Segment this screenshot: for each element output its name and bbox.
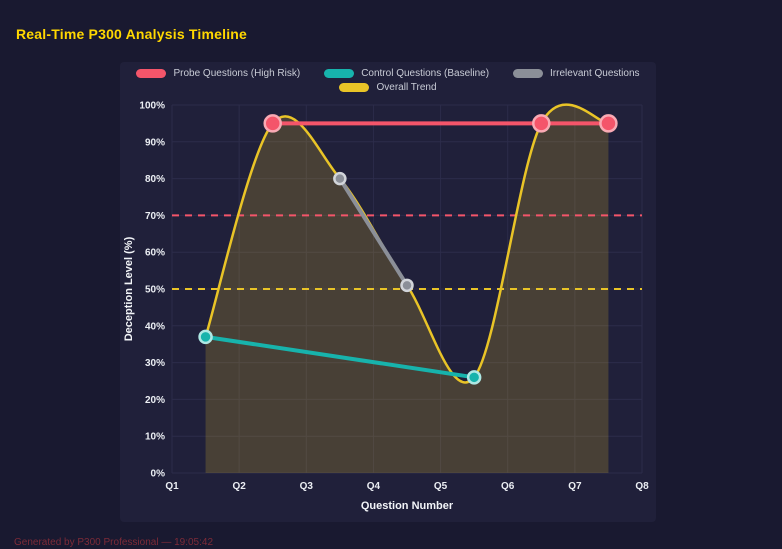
legend-row: Probe Questions (High Risk) Control Quest…	[136, 68, 640, 79]
x-tick-label: Q8	[635, 481, 649, 492]
y-tick-label: 70%	[145, 211, 165, 222]
y-tick-label: 20%	[145, 395, 165, 406]
y-tick-label: 0%	[151, 469, 166, 480]
x-tick-label: Q6	[501, 481, 515, 492]
chart-panel: Probe Questions (High Risk) Control Quest…	[120, 62, 656, 522]
legend-label: Irrelevant Questions	[550, 68, 640, 79]
legend-swatch	[324, 69, 355, 78]
data-point-control-questions-baseline[interactable]	[466, 370, 482, 385]
data-point-probe-questions-high-risk[interactable]	[599, 114, 618, 133]
p300-timeline-chart: Q1 Q2 Q3 Q4 Q5 Q6 Q7 Q8 0% 10% 20% 30% 40% 50% 60% 70% 8…	[123, 101, 649, 513]
data-point-irrelevant-questions[interactable]	[400, 278, 414, 293]
legend-swatch	[513, 69, 544, 78]
y-tick-label: 40%	[145, 321, 165, 332]
chart-legend: Probe Questions (High Risk) Control Quest…	[120, 68, 656, 93]
page-title: Real-Time P300 Analysis Timeline	[16, 26, 248, 42]
legend-item-irrelevant-questions[interactable]: Irrelevant Questions	[513, 68, 640, 79]
x-tick-label: Q2	[232, 481, 246, 492]
y-tick-label: 30%	[145, 358, 165, 369]
chart-canvas[interactable]: Q1 Q2 Q3 Q4 Q5 Q6 Q7 Q8 0% 10% 20% 30% 40% 50% 60% 70% 8…	[120, 95, 656, 520]
y-tick-label: 10%	[145, 432, 165, 443]
data-point-irrelevant-questions[interactable]	[333, 171, 347, 186]
legend-item-probe-questions-high-risk[interactable]: Probe Questions (High Risk)	[136, 68, 300, 79]
x-tick-label: Q3	[300, 481, 314, 492]
series-line-control-questions-baseline[interactable]	[203, 334, 477, 380]
data-point-probe-questions-high-risk[interactable]	[532, 114, 551, 133]
x-tick-label: Q5	[434, 481, 448, 492]
x-tick-label: Q7	[568, 481, 582, 492]
x-axis-title: Question Number	[361, 500, 454, 512]
legend-item-control-questions-baseline[interactable]: Control Questions (Baseline)	[324, 68, 489, 79]
legend-item-overall-trend[interactable]: Overall Trend	[339, 82, 437, 93]
legend-swatch	[136, 69, 167, 78]
y-tick-label: 100%	[139, 101, 165, 112]
series-line-irrelevant-questions[interactable]	[337, 176, 409, 288]
legend-swatch	[339, 83, 370, 92]
legend-label: Probe Questions (High Risk)	[173, 68, 301, 79]
legend-label: Control Questions (Baseline)	[361, 68, 490, 79]
x-tick-label: Q4	[367, 481, 381, 492]
y-tick-label: 50%	[145, 285, 165, 296]
x-tick-label: Q1	[165, 481, 179, 492]
y-tick-label: 90%	[145, 137, 165, 148]
data-point-probe-questions-high-risk[interactable]	[263, 114, 282, 133]
legend-label: Overall Trend	[376, 82, 437, 93]
data-point-control-questions-baseline[interactable]	[198, 329, 213, 345]
y-tick-label: 80%	[145, 174, 165, 185]
footer-note: Generated by P300 Professional — 19:05:4…	[14, 537, 214, 548]
y-tick-label: 60%	[145, 248, 165, 259]
legend-row: Overall Trend	[339, 82, 437, 93]
y-axis-title: Deception Level (%)	[123, 236, 135, 341]
